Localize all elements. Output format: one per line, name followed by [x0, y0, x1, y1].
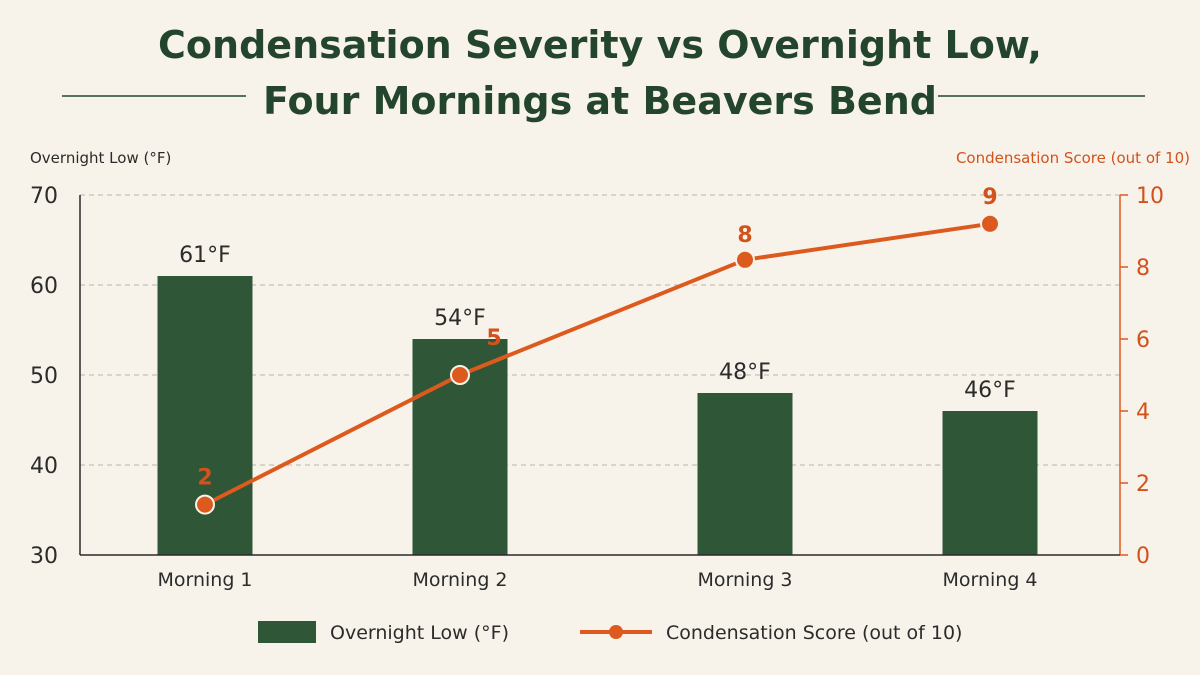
score-data-label: 8: [737, 223, 752, 248]
bar-series: 61°F 54°F 48°F 46°F: [157, 243, 1038, 555]
legend-bar-label: Overnight Low (°F): [330, 622, 509, 644]
legend-line-marker: [609, 625, 623, 639]
legend: Overnight Low (°F) Condensation Score (o…: [258, 621, 962, 644]
chart-title-line-2: Four Mornings at Beavers Bend: [263, 79, 937, 123]
y-left-tick-label: 40: [30, 454, 58, 479]
score-point: [195, 494, 215, 515]
y-right-tick-label: 2: [1136, 472, 1150, 497]
score-point: [980, 213, 1000, 234]
y-left-axis-title: Overnight Low (°F): [30, 149, 171, 167]
score-point: [735, 249, 755, 270]
legend-bar-swatch: [258, 621, 316, 643]
x-tick-label: Morning 4: [942, 569, 1037, 591]
score-data-label: 5: [486, 326, 501, 351]
chart-title-line-1: Condensation Severity vs Overnight Low,: [158, 23, 1042, 67]
bar-data-label: 46°F: [964, 378, 1016, 403]
axes: 30 40 50 60 70 0 2 4 6 8 10 Morning 1 Morning 2 Morni…: [30, 184, 1164, 591]
y-right-tick-label: 8: [1136, 256, 1150, 281]
x-tick-label: Morning 3: [697, 569, 792, 591]
y-right-axis-title: Condensation Score (out of 10): [956, 149, 1190, 167]
x-tick-label: Morning 2: [412, 569, 507, 591]
legend-line-label: Condensation Score (out of 10): [666, 622, 962, 644]
score-data-label: 9: [982, 185, 997, 210]
y-right-tick-label: 0: [1136, 544, 1150, 569]
y-left-tick-label: 50: [30, 364, 58, 389]
score-data-label: 2: [197, 466, 212, 491]
bar-data-label: 61°F: [179, 243, 231, 268]
bar-data-label: 54°F: [434, 306, 486, 331]
score-point: [450, 365, 470, 385]
y-right-tick-label: 4: [1136, 400, 1150, 425]
bar: [697, 393, 793, 555]
y-right-tick-label: 10: [1136, 184, 1164, 209]
y-left-tick-label: 60: [30, 274, 58, 299]
bar: [942, 411, 1038, 555]
score-line: [204, 221, 991, 507]
y-left-tick-label: 30: [30, 544, 58, 569]
bar-data-label: 48°F: [719, 360, 771, 385]
y-left-tick-label: 70: [30, 184, 58, 209]
y-right-tick-label: 6: [1136, 328, 1150, 353]
line-series: 2 5 8 9: [195, 185, 1000, 515]
x-tick-label: Morning 1: [157, 569, 252, 591]
